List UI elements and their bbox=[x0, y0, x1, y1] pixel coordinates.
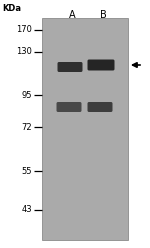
Text: 170: 170 bbox=[16, 26, 32, 34]
Text: 130: 130 bbox=[16, 48, 32, 57]
FancyBboxPatch shape bbox=[87, 60, 114, 70]
FancyBboxPatch shape bbox=[57, 102, 81, 112]
Bar bbox=[42, 18, 128, 240]
FancyBboxPatch shape bbox=[87, 102, 112, 112]
Text: 43: 43 bbox=[21, 206, 32, 215]
Text: B: B bbox=[100, 10, 106, 20]
Text: KDa: KDa bbox=[2, 4, 21, 13]
Text: A: A bbox=[69, 10, 75, 20]
FancyBboxPatch shape bbox=[57, 62, 82, 72]
Text: 95: 95 bbox=[21, 91, 32, 99]
Text: 55: 55 bbox=[21, 166, 32, 176]
Text: 72: 72 bbox=[21, 123, 32, 131]
